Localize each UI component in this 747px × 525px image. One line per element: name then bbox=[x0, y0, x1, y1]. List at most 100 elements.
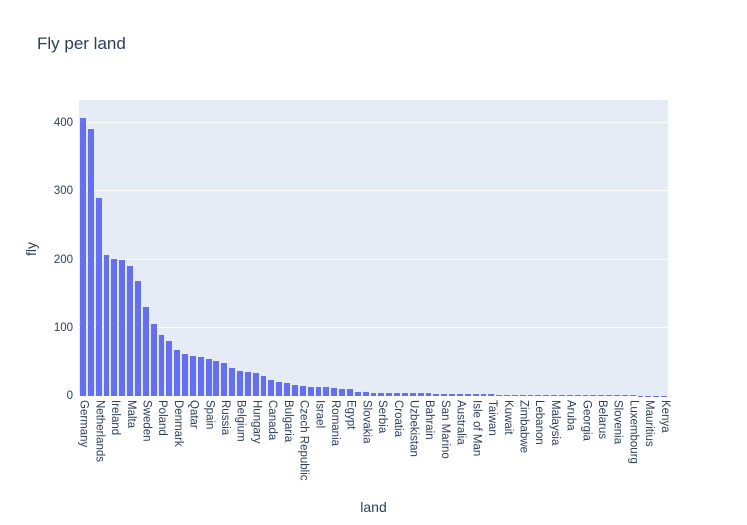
bar-59[interactable] bbox=[543, 394, 550, 396]
bar-51[interactable] bbox=[480, 394, 487, 396]
bar-63[interactable] bbox=[574, 395, 581, 396]
bar-43[interactable] bbox=[417, 393, 424, 396]
bar-67[interactable] bbox=[606, 395, 613, 396]
bar-canada[interactable] bbox=[268, 380, 275, 396]
bar-53[interactable] bbox=[496, 394, 503, 396]
x-tick-label-san-marino: San Marino bbox=[438, 400, 451, 459]
bar-poland[interactable] bbox=[158, 334, 165, 396]
bar-37[interactable] bbox=[370, 392, 377, 396]
bar-3[interactable] bbox=[103, 254, 110, 396]
bar-malta[interactable] bbox=[127, 266, 133, 396]
bar-7[interactable] bbox=[134, 281, 141, 396]
bar-egypt[interactable] bbox=[346, 389, 353, 396]
bar-uzbekistan[interactable] bbox=[409, 393, 416, 396]
gridline-y-400 bbox=[79, 122, 668, 124]
bar-qatar[interactable] bbox=[189, 355, 196, 396]
bar-9[interactable] bbox=[150, 323, 157, 396]
gridline-y-300 bbox=[79, 190, 668, 192]
bar-ireland[interactable] bbox=[111, 258, 118, 396]
bar-39[interactable] bbox=[386, 392, 393, 396]
bar-1[interactable] bbox=[87, 129, 94, 396]
bar-bulgaria[interactable] bbox=[284, 383, 291, 396]
bar-29[interactable] bbox=[307, 386, 314, 396]
bar-15[interactable] bbox=[197, 357, 204, 396]
bar-slovenia[interactable] bbox=[614, 395, 620, 396]
bar-65[interactable] bbox=[590, 395, 597, 396]
bar-luxembourg[interactable] bbox=[629, 395, 636, 396]
x-tick-label-bulgaria: Bulgaria bbox=[281, 400, 294, 443]
bar-49[interactable] bbox=[464, 393, 471, 396]
x-tick-label-qatar: Qatar bbox=[187, 400, 200, 429]
x-tick-label-hungary: Hungary bbox=[250, 400, 263, 444]
bar-19[interactable] bbox=[229, 368, 236, 396]
bar-slovakia[interactable] bbox=[362, 392, 369, 396]
y-tick-label-200: 200 bbox=[53, 253, 73, 266]
bar-russia[interactable] bbox=[221, 363, 228, 396]
bar-kuwait[interactable] bbox=[504, 394, 510, 396]
bar-hungary[interactable] bbox=[252, 372, 259, 396]
bar-aruba[interactable] bbox=[566, 395, 573, 396]
x-tick-label-zimbabwe: Zimbabwe bbox=[517, 400, 530, 454]
bar-australia[interactable] bbox=[456, 393, 463, 396]
bar-isle-of-man[interactable] bbox=[472, 394, 479, 396]
bar-11[interactable] bbox=[166, 340, 173, 396]
x-tick-label-czech-republic: Czech Republic bbox=[297, 400, 310, 481]
bar-41[interactable] bbox=[401, 392, 408, 396]
x-tick-label-kenya: Kenya bbox=[658, 400, 671, 433]
bar-13[interactable] bbox=[182, 354, 188, 396]
chart-title: Fly per land bbox=[37, 34, 126, 53]
bar-17[interactable] bbox=[213, 361, 220, 396]
bar-belgium[interactable] bbox=[237, 371, 243, 396]
x-tick-label-kuwait: Kuwait bbox=[501, 400, 514, 435]
x-tick-label-uzbekistan: Uzbekistan bbox=[407, 400, 420, 457]
bar-germany[interactable] bbox=[79, 117, 86, 396]
bar-5[interactable] bbox=[119, 260, 126, 396]
x-tick-label-denmark: Denmark bbox=[171, 400, 184, 447]
bar-croatia[interactable] bbox=[394, 392, 400, 396]
bar-belarus[interactable] bbox=[598, 395, 605, 396]
y-axis-title: fly bbox=[23, 242, 39, 256]
x-tick-label-luxembourg: Luxembourg bbox=[627, 400, 640, 464]
bar-25[interactable] bbox=[276, 381, 283, 396]
bar-55[interactable] bbox=[511, 394, 518, 396]
bar-47[interactable] bbox=[449, 393, 455, 396]
x-tick-label-malaysia: Malaysia bbox=[548, 400, 561, 446]
bar-33[interactable] bbox=[339, 388, 346, 396]
y-tick-label-400: 400 bbox=[53, 117, 73, 130]
x-tick-label-spain: Spain bbox=[203, 400, 216, 430]
bar-taiwan[interactable] bbox=[488, 394, 495, 396]
bar-69[interactable] bbox=[621, 395, 628, 396]
y-tick-label-100: 100 bbox=[53, 321, 73, 334]
x-tick-label-netherlands: Netherlands bbox=[93, 400, 106, 463]
bar-45[interactable] bbox=[433, 393, 440, 396]
bar-romania[interactable] bbox=[331, 387, 338, 396]
bar-georgia[interactable] bbox=[582, 395, 589, 396]
bar-lebanon[interactable] bbox=[535, 394, 542, 396]
x-tick-label-bahrain: Bahrain bbox=[423, 400, 436, 440]
gridline-y-100 bbox=[79, 326, 668, 328]
bar-netherlands[interactable] bbox=[95, 198, 102, 396]
bar-21[interactable] bbox=[244, 372, 251, 396]
bar-serbia[interactable] bbox=[378, 392, 385, 396]
bar-czech-republic[interactable] bbox=[299, 386, 306, 396]
y-tick-label-300: 300 bbox=[53, 185, 73, 198]
bar-san-marino[interactable] bbox=[441, 393, 448, 396]
bar-denmark[interactable] bbox=[174, 349, 181, 396]
bar-zimbabwe[interactable] bbox=[519, 394, 526, 396]
bar-spain[interactable] bbox=[205, 359, 212, 396]
x-tick-label-malta: Malta bbox=[124, 400, 137, 429]
bar-61[interactable] bbox=[559, 394, 565, 396]
bar-sweden[interactable] bbox=[142, 307, 149, 396]
bar-23[interactable] bbox=[260, 376, 267, 396]
bar-57[interactable] bbox=[527, 394, 534, 396]
x-tick-label-slovenia: Slovenia bbox=[611, 400, 624, 445]
bar-27[interactable] bbox=[292, 385, 298, 396]
bar-35[interactable] bbox=[354, 391, 361, 396]
x-tick-label-mauritius: Mauritius bbox=[643, 400, 656, 447]
x-tick-label-lebanon: Lebanon bbox=[533, 400, 546, 445]
bar-bahrain[interactable] bbox=[425, 393, 432, 396]
bar-israel[interactable] bbox=[315, 387, 322, 396]
bar-malaysia[interactable] bbox=[551, 394, 558, 396]
bar-31[interactable] bbox=[323, 387, 330, 396]
